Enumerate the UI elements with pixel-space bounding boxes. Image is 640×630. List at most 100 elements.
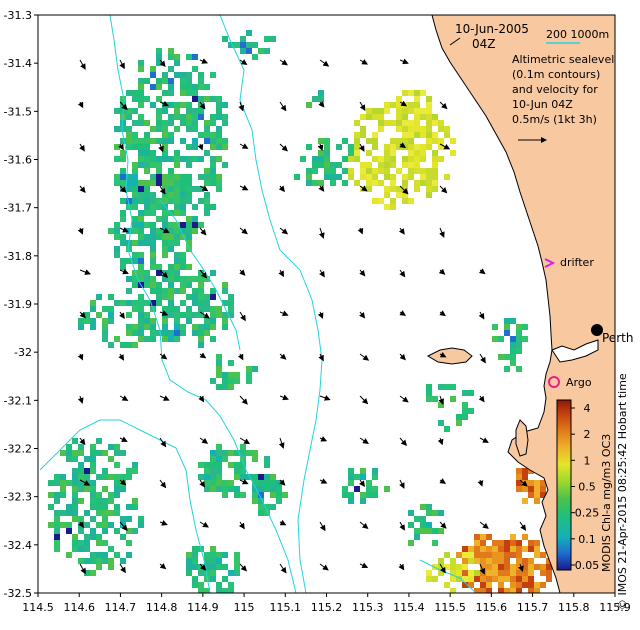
chl-pixel <box>402 90 408 96</box>
chl-pixel <box>240 42 246 48</box>
chl-pixel <box>216 114 222 120</box>
chl-pixel <box>120 120 126 126</box>
chl-pixel <box>252 492 258 498</box>
chl-pixel <box>522 486 528 492</box>
chl-pixel <box>48 522 54 528</box>
chl-pixel <box>522 498 528 504</box>
chl-pixel <box>450 384 456 390</box>
x-tick-label: 115.3 <box>352 601 384 614</box>
chl-pixel <box>222 576 228 582</box>
chl-pixel <box>186 84 192 90</box>
chl-pixel <box>432 168 438 174</box>
chl-pixel <box>204 306 210 312</box>
chl-pixel <box>216 144 222 150</box>
chl-pixel <box>504 324 510 330</box>
chl-pixel <box>378 126 384 132</box>
chl-pixel <box>138 120 144 126</box>
chl-pixel <box>420 90 426 96</box>
chl-pixel <box>348 498 354 504</box>
chl-pixel <box>198 342 204 348</box>
chl-pixel <box>492 552 498 558</box>
chl-pixel <box>120 486 126 492</box>
velocity-arrows <box>77 58 528 575</box>
chl-pixel <box>180 156 186 162</box>
chl-pixel <box>192 120 198 126</box>
x-tick-label: 115.1 <box>270 601 302 614</box>
chl-pixel <box>384 144 390 150</box>
chl-pixel <box>450 588 456 593</box>
chl-pixel <box>84 468 90 474</box>
chl-pixel <box>162 222 168 228</box>
velocity-arrow <box>239 395 248 405</box>
chl-pixel <box>486 564 492 570</box>
chl-pixel <box>228 480 234 486</box>
chl-pixel <box>132 276 138 282</box>
chl-pixel <box>246 30 252 36</box>
velocity-arrow <box>239 143 249 149</box>
chl-pixel <box>246 450 252 456</box>
chl-pixel <box>342 180 348 186</box>
chl-pixel <box>150 102 156 108</box>
chl-pixel <box>126 90 132 96</box>
chl-pixel <box>114 174 120 180</box>
chl-pixel <box>234 372 240 378</box>
chl-pixel <box>300 156 306 162</box>
chl-pixel <box>354 156 360 162</box>
chl-pixel <box>96 534 102 540</box>
chl-pixel <box>438 558 444 564</box>
chl-pixel <box>168 282 174 288</box>
chl-pixel <box>156 198 162 204</box>
chl-pixel <box>234 378 240 384</box>
chl-pixel <box>528 558 534 564</box>
chl-pixel <box>420 144 426 150</box>
chl-pixel <box>174 318 180 324</box>
chl-pixel <box>234 564 240 570</box>
chl-pixel <box>156 96 162 102</box>
chl-pixel <box>114 486 120 492</box>
chl-pixel <box>396 96 402 102</box>
velocity-arrow <box>317 143 324 152</box>
chl-pixel <box>420 180 426 186</box>
chl-pixel <box>120 174 126 180</box>
chl-pixel <box>372 180 378 186</box>
chl-pixel <box>420 174 426 180</box>
chl-pixel <box>192 558 198 564</box>
chl-pixel <box>360 132 366 138</box>
chl-pixel <box>480 552 486 558</box>
chl-pixel <box>468 552 474 558</box>
chl-pixel <box>402 180 408 186</box>
chl-pixel <box>528 480 534 486</box>
chl-pixel <box>126 180 132 186</box>
chl-pixel <box>534 498 540 504</box>
chl-pixel <box>114 300 120 306</box>
chl-pixel <box>186 552 192 558</box>
chl-pixel <box>108 558 114 564</box>
chl-pixel <box>48 504 54 510</box>
chl-pixel <box>432 114 438 120</box>
chl-pixel <box>168 222 174 228</box>
chl-pixel <box>108 312 114 318</box>
x-tick-label: 115.2 <box>311 601 343 614</box>
chl-pixel <box>96 522 102 528</box>
chl-pixel <box>384 102 390 108</box>
chl-pixel <box>144 132 150 138</box>
chl-pixel <box>162 192 168 198</box>
chl-pixel <box>450 396 456 402</box>
chl-pixel <box>444 132 450 138</box>
velocity-arrow <box>77 395 84 404</box>
velocity-arrow <box>279 143 288 152</box>
chl-pixel <box>114 144 120 150</box>
chl-pixel <box>132 282 138 288</box>
chl-pixel <box>192 186 198 192</box>
chl-pixel <box>168 264 174 270</box>
chl-pixel <box>162 246 168 252</box>
chl-pixel <box>168 270 174 276</box>
chl-pixel <box>438 402 444 408</box>
chl-pixel <box>144 180 150 186</box>
chl-pixel <box>162 144 168 150</box>
chl-pixel <box>120 240 126 246</box>
chl-pixel <box>144 120 150 126</box>
velocity-arrow <box>79 143 85 152</box>
chl-pixel <box>258 492 264 498</box>
chl-pixel <box>192 582 198 588</box>
